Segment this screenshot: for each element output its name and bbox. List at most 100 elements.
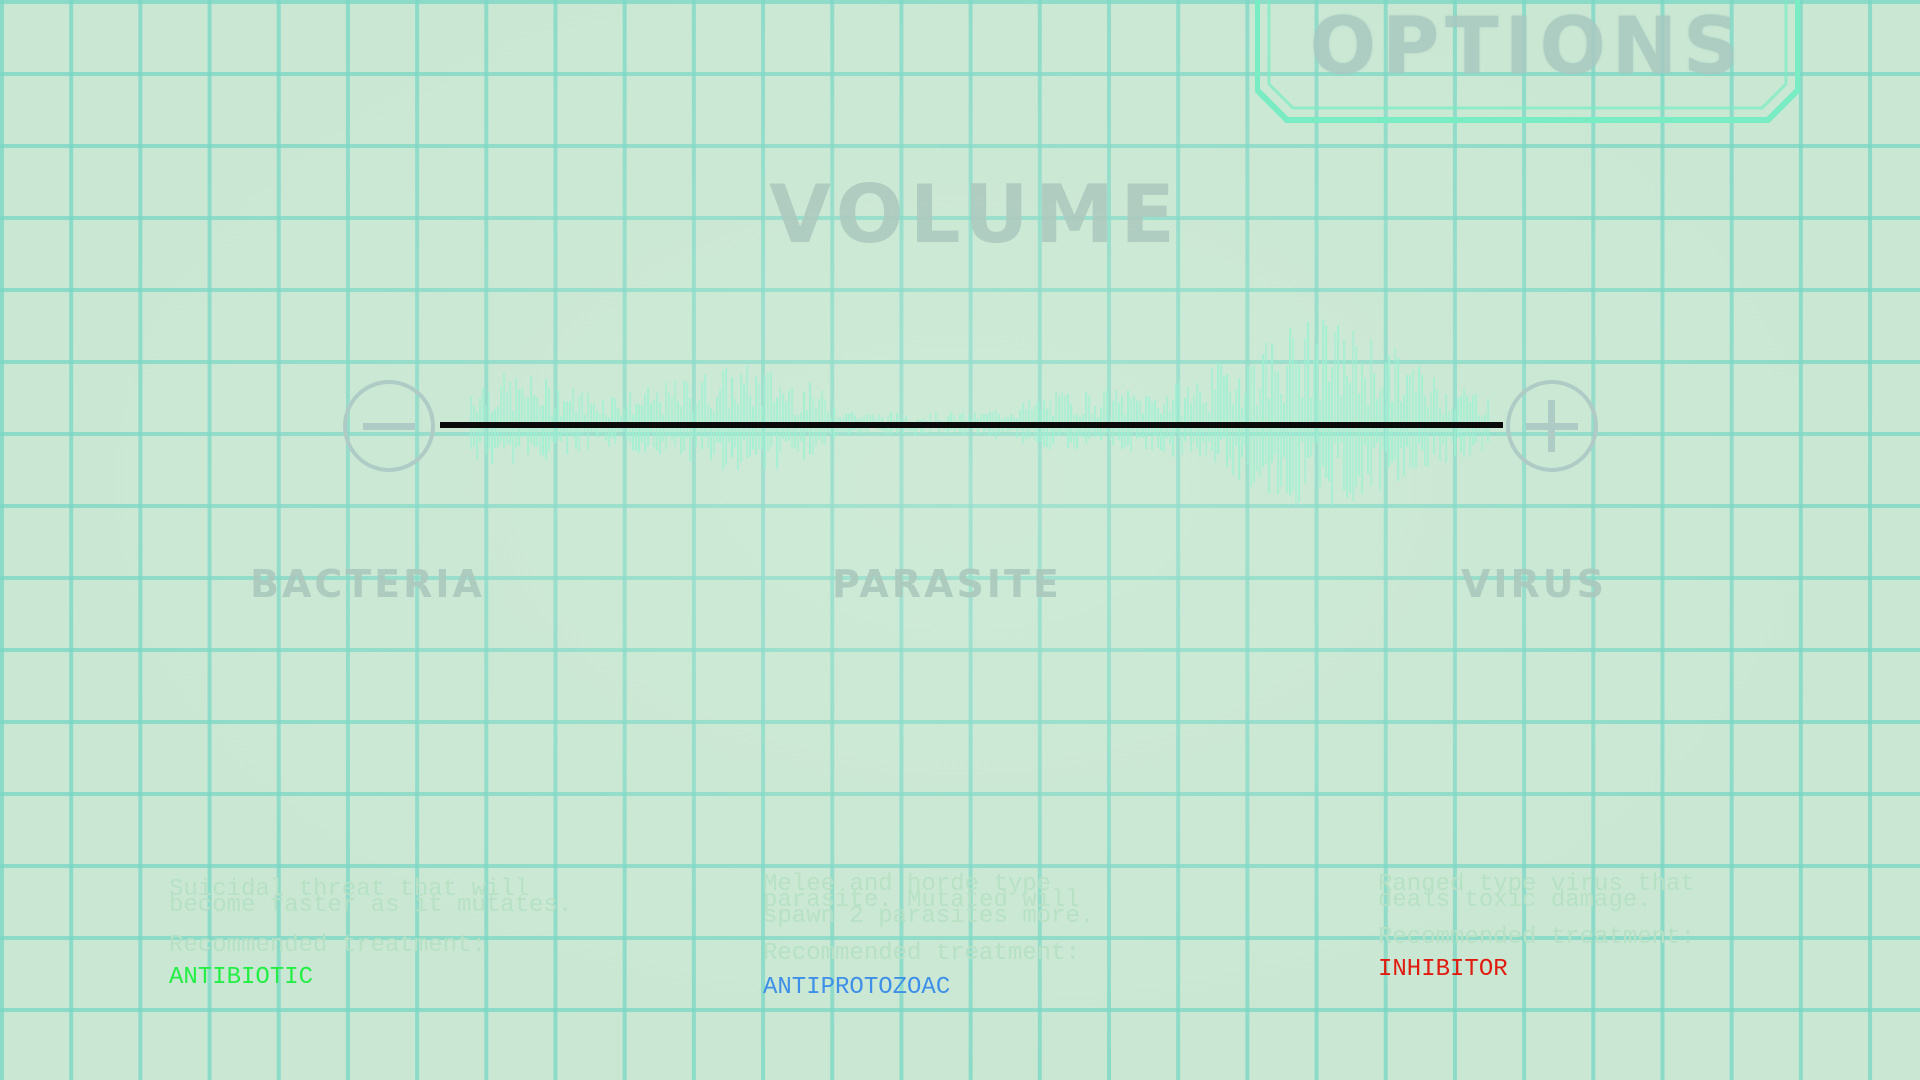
virus-description: Ranged type virus that deals toxic damag…	[1378, 871, 1695, 914]
waveform-bar	[1088, 395, 1091, 439]
waveform-bar	[1073, 414, 1076, 448]
waveform-bar	[1412, 369, 1415, 469]
waveform-bar	[560, 415, 563, 442]
waveform-bar	[851, 411, 854, 432]
waveform-bar	[614, 398, 617, 445]
waveform-bar	[1391, 401, 1394, 463]
options-panel-frame	[1255, 0, 1800, 123]
waveform-bar	[1181, 415, 1184, 455]
waveform-bar	[1457, 397, 1460, 438]
waveform-bar	[794, 414, 797, 449]
waveform-bar	[656, 392, 659, 452]
waveform-bar	[914, 422, 917, 436]
waveform-bar	[1439, 406, 1442, 461]
waveform-bar	[1085, 391, 1088, 444]
waveform-bar	[677, 401, 680, 438]
waveform-bar	[1160, 413, 1163, 451]
waveform-bar	[746, 365, 749, 459]
waveform-bar	[1319, 399, 1322, 487]
waveform-bar	[1361, 362, 1364, 495]
waveform-bar	[1115, 390, 1118, 435]
waveform-bar	[539, 406, 542, 456]
waveform-bar	[974, 412, 977, 428]
waveform-bar	[1373, 372, 1376, 449]
waveform-bar	[668, 392, 671, 437]
waveform-bar	[557, 390, 560, 440]
bacteria-description: Suicidal threat that will become faster …	[169, 878, 572, 918]
parasite-recommended-label: Recommended treatment:	[763, 940, 1080, 967]
waveform-bar	[1271, 343, 1274, 463]
waveform-bar	[1076, 413, 1079, 450]
waveform-bar	[575, 412, 578, 449]
waveform-bar	[563, 401, 566, 435]
waveform-bar	[623, 409, 626, 432]
waveform-bar	[767, 372, 770, 451]
waveform-bar	[482, 388, 485, 436]
waveform-bar	[1292, 337, 1295, 491]
waveform-bar	[1055, 391, 1058, 436]
waveform-bar	[1178, 381, 1181, 437]
waveform-bar	[701, 381, 704, 450]
waveform-bar	[788, 390, 791, 441]
volume-slider[interactable]	[440, 422, 1503, 428]
virus-recommended-label: Recommended treatment:	[1378, 924, 1695, 951]
waveform-bar	[698, 400, 701, 435]
volume-down-button[interactable]	[343, 380, 435, 472]
waveform-bar	[1475, 393, 1478, 443]
waveform-bar	[617, 408, 620, 433]
waveform-bar	[1334, 331, 1337, 444]
waveform-bar	[1355, 345, 1358, 487]
waveform-bar	[1430, 391, 1433, 435]
waveform-bar	[740, 373, 743, 463]
waveform-bar	[1280, 393, 1283, 488]
volume-up-button[interactable]	[1506, 380, 1598, 472]
waveform-bar	[1247, 366, 1250, 465]
waveform-bar	[785, 400, 788, 442]
waveform-bar	[1172, 400, 1175, 457]
waveform-bar	[1442, 413, 1445, 444]
waveform-bar	[1418, 366, 1421, 443]
waveform-bar	[548, 388, 551, 451]
waveform-bar	[1289, 328, 1292, 496]
waveform-bar	[1340, 394, 1343, 443]
waveform-bar	[773, 402, 776, 437]
waveform-bar	[503, 372, 506, 449]
waveform-bar	[662, 414, 665, 442]
volume-slider-fill	[440, 422, 1503, 428]
minus-icon	[363, 423, 415, 430]
waveform-bar	[1298, 365, 1301, 503]
waveform-bar	[671, 397, 674, 441]
waveform-bar	[1286, 365, 1289, 493]
virus-description-line: Ranged type virus that	[1378, 871, 1695, 898]
waveform-bar	[770, 371, 773, 447]
waveform-bar	[572, 388, 575, 439]
waveform-bar	[689, 397, 692, 462]
waveform-bar	[530, 376, 533, 444]
waveform-bar	[935, 411, 938, 428]
virus-treatment: INHIBITOR	[1378, 956, 1508, 983]
waveform-bar	[683, 379, 686, 451]
waveform-bar	[1061, 392, 1064, 433]
waveform-bar	[779, 386, 782, 453]
waveform-bar	[581, 391, 584, 436]
waveform-bar	[638, 404, 641, 453]
waveform-bar	[1127, 390, 1130, 446]
waveform-bar	[1283, 403, 1286, 458]
waveform-bar	[1367, 404, 1370, 475]
waveform-bar	[1487, 398, 1490, 442]
waveform-bar	[1139, 400, 1142, 438]
waveform-bar	[725, 367, 728, 465]
waveform-bar	[716, 397, 719, 443]
waveform-bar	[1154, 399, 1157, 436]
waveform-bar	[1157, 407, 1160, 449]
virus-description-line: deals toxic damage.	[1378, 887, 1652, 914]
waveform-bar	[1316, 343, 1319, 444]
waveform-bar	[1205, 402, 1208, 456]
waveform-bar	[1358, 393, 1361, 477]
waveform-bar	[731, 377, 734, 458]
waveform-bar	[1193, 395, 1196, 442]
waveform-bar	[491, 412, 494, 464]
options-title: OPTIONS	[1309, 2, 1746, 92]
waveform-bar	[737, 404, 740, 471]
waveform-bar	[1481, 415, 1484, 452]
